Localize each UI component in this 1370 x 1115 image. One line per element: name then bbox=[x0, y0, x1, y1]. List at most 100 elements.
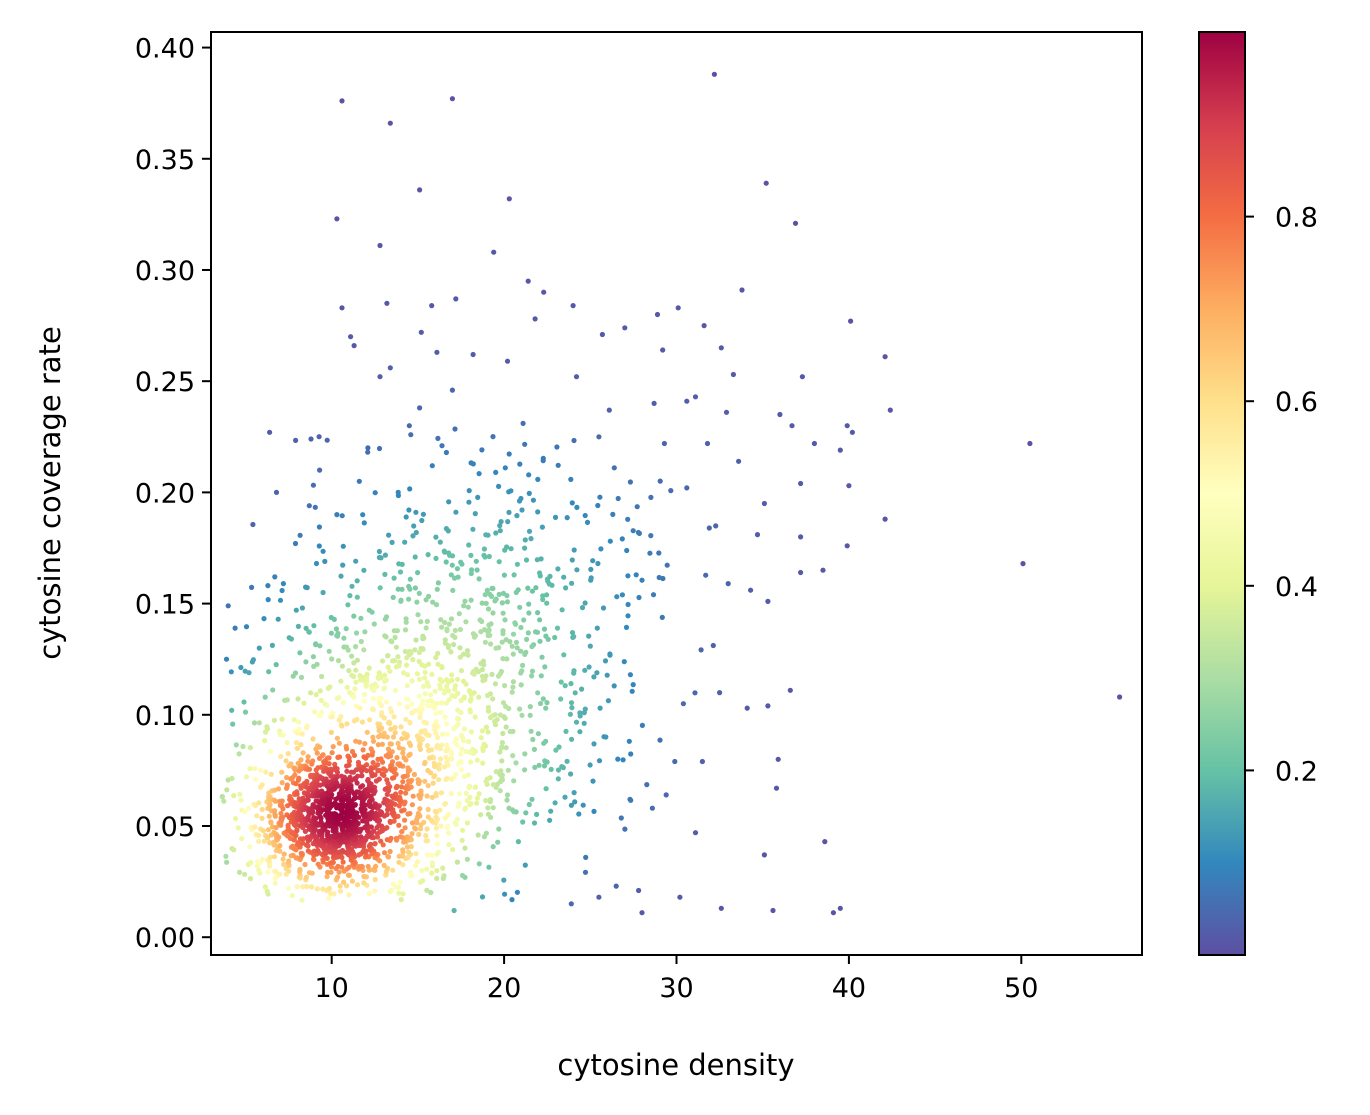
scatter-point bbox=[416, 658, 422, 664]
scatter-point bbox=[761, 852, 768, 858]
scatter-point bbox=[482, 592, 488, 598]
x-tick-label: 20 bbox=[487, 973, 521, 1004]
scatter-point bbox=[446, 697, 452, 703]
scatter-point bbox=[475, 494, 481, 500]
scatter-point bbox=[627, 672, 634, 678]
scatter-point bbox=[346, 892, 352, 898]
scatter-point bbox=[434, 744, 440, 750]
scatter-point bbox=[717, 690, 723, 696]
scatter-point bbox=[407, 742, 414, 749]
scatter-point bbox=[412, 647, 418, 653]
scatter-point bbox=[425, 814, 431, 820]
scatter-point bbox=[272, 880, 278, 886]
scatter-point bbox=[351, 343, 357, 349]
scatter-point bbox=[246, 670, 252, 676]
scatter-point bbox=[563, 585, 569, 591]
scatter-point bbox=[247, 844, 253, 850]
scatter-point bbox=[416, 649, 422, 656]
scatter-point bbox=[267, 840, 273, 846]
scatter-point bbox=[273, 662, 279, 668]
scatter-point bbox=[478, 812, 484, 818]
scatter-point bbox=[296, 726, 302, 732]
scatter-point bbox=[358, 773, 365, 779]
scatter-point bbox=[526, 801, 532, 808]
scatter-point bbox=[404, 672, 411, 678]
scatter-point bbox=[590, 778, 596, 784]
scatter-point bbox=[501, 877, 507, 883]
scatter-point bbox=[513, 760, 519, 766]
scatter-point bbox=[415, 612, 421, 618]
scatter-point bbox=[291, 837, 297, 843]
scatter-point bbox=[293, 781, 299, 787]
scatter-point bbox=[527, 704, 533, 710]
scatter-point bbox=[445, 823, 451, 829]
scatter-point bbox=[392, 730, 398, 736]
scatter-point bbox=[351, 752, 358, 759]
scatter-point bbox=[505, 519, 511, 525]
scatter-point bbox=[351, 660, 357, 666]
scatter-point bbox=[448, 751, 455, 758]
scatter-point bbox=[400, 862, 406, 868]
scatter-point bbox=[531, 820, 538, 826]
scatter-point bbox=[478, 735, 484, 741]
scatter-point bbox=[402, 785, 409, 791]
scatter-point bbox=[381, 850, 388, 856]
scatter-point bbox=[522, 862, 528, 868]
scatter-point bbox=[536, 762, 542, 768]
scatter-point bbox=[490, 805, 496, 811]
scatter-point bbox=[262, 729, 269, 735]
scatter-point bbox=[713, 523, 719, 529]
scatter-point bbox=[416, 737, 422, 743]
scatter-point bbox=[412, 585, 418, 591]
scatter-point bbox=[498, 519, 504, 525]
scatter-point bbox=[406, 423, 412, 429]
scatter-point bbox=[359, 768, 365, 774]
scatter-point bbox=[569, 705, 575, 711]
scatter-point bbox=[358, 784, 364, 790]
y-tick-label: 0.40 bbox=[135, 34, 195, 65]
scatter-point bbox=[627, 796, 633, 802]
scatter-point bbox=[544, 700, 550, 706]
scatter-point bbox=[422, 691, 428, 697]
scatter-point bbox=[320, 548, 326, 554]
scatter-point bbox=[621, 659, 627, 665]
scatter-point bbox=[416, 693, 422, 699]
scatter-point bbox=[412, 825, 418, 831]
scatter-point bbox=[399, 586, 405, 592]
scatter-point bbox=[594, 670, 600, 676]
scatter-point bbox=[692, 394, 699, 400]
scatter-point bbox=[376, 445, 383, 452]
scatter-point bbox=[607, 651, 613, 657]
scatter-point bbox=[543, 705, 549, 711]
scatter-point bbox=[424, 887, 430, 894]
scatter-point bbox=[544, 592, 550, 598]
scatter-point bbox=[273, 824, 279, 831]
scatter-point bbox=[239, 836, 245, 842]
scatter-point bbox=[584, 519, 591, 526]
scatter-point bbox=[273, 868, 279, 875]
scatter-point bbox=[339, 98, 345, 104]
scatter-point bbox=[568, 700, 575, 706]
scatter-point bbox=[777, 411, 783, 418]
scatter-point bbox=[426, 755, 433, 761]
scatter-point bbox=[558, 679, 564, 685]
scatter-point bbox=[395, 761, 401, 767]
scatter-point bbox=[259, 815, 265, 821]
scatter-point bbox=[811, 440, 818, 447]
scatter-point bbox=[513, 621, 519, 627]
scatter-point bbox=[587, 643, 593, 649]
scatter-point bbox=[375, 675, 382, 682]
scatter-point bbox=[358, 615, 364, 621]
scatter-point bbox=[514, 513, 520, 519]
scatter-point bbox=[448, 649, 454, 655]
scatter-point bbox=[492, 681, 498, 687]
scatter-point bbox=[315, 847, 321, 854]
scatter-point bbox=[463, 749, 469, 755]
scatter-point bbox=[436, 777, 442, 783]
y-tick-label: 0.20 bbox=[135, 478, 195, 509]
scatter-point bbox=[404, 696, 410, 702]
scatter-point bbox=[317, 467, 323, 473]
scatter-point bbox=[464, 648, 471, 654]
scatter-point bbox=[363, 755, 369, 761]
scatter-point bbox=[454, 676, 461, 682]
